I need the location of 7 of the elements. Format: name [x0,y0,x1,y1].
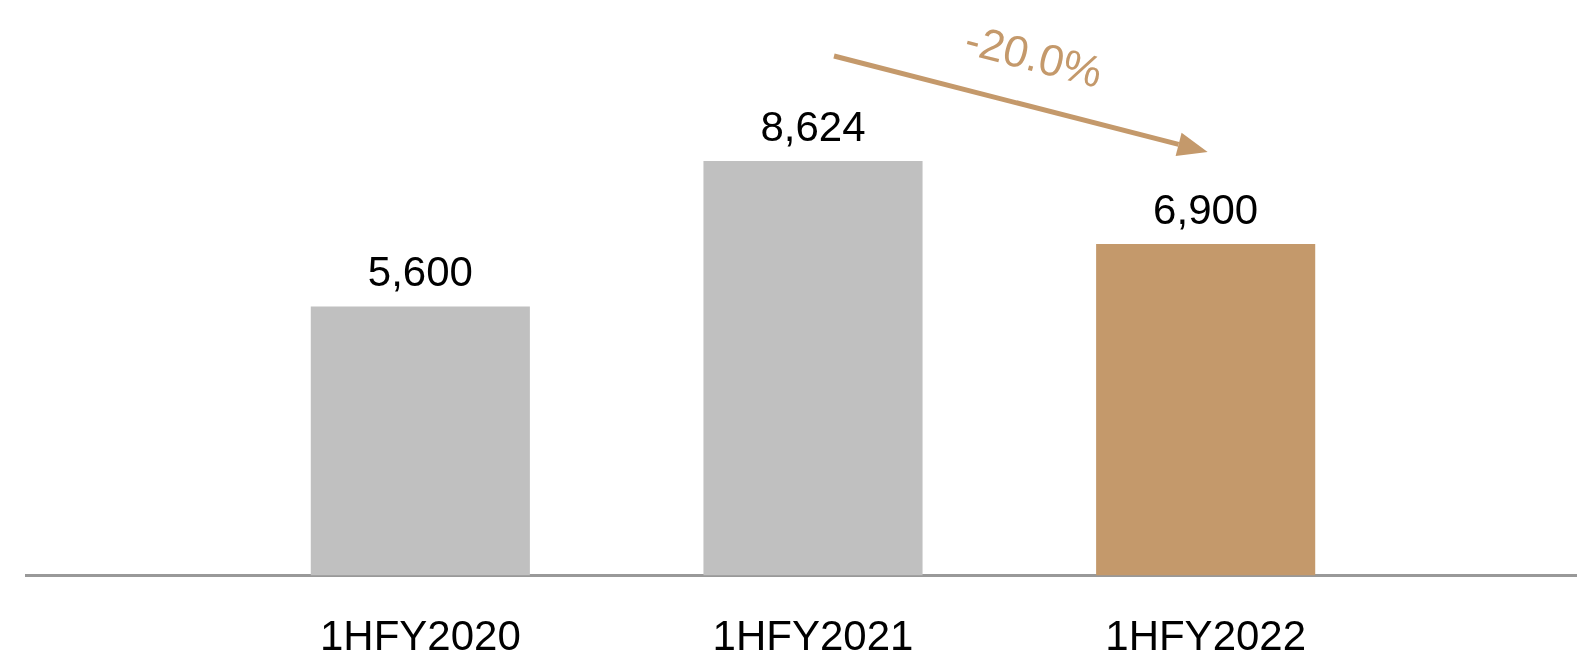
x-tick-label: 1HFY2020 [319,612,521,658]
data-label: 6,900 [1153,185,1259,233]
x-tick-label: 1HFY2021 [712,612,914,658]
x-tick-label: 1HFY2022 [1105,612,1307,658]
data-label: 8,624 [760,103,866,150]
text: -20.0% [959,13,1108,97]
data-label: 5,600 [367,248,473,296]
